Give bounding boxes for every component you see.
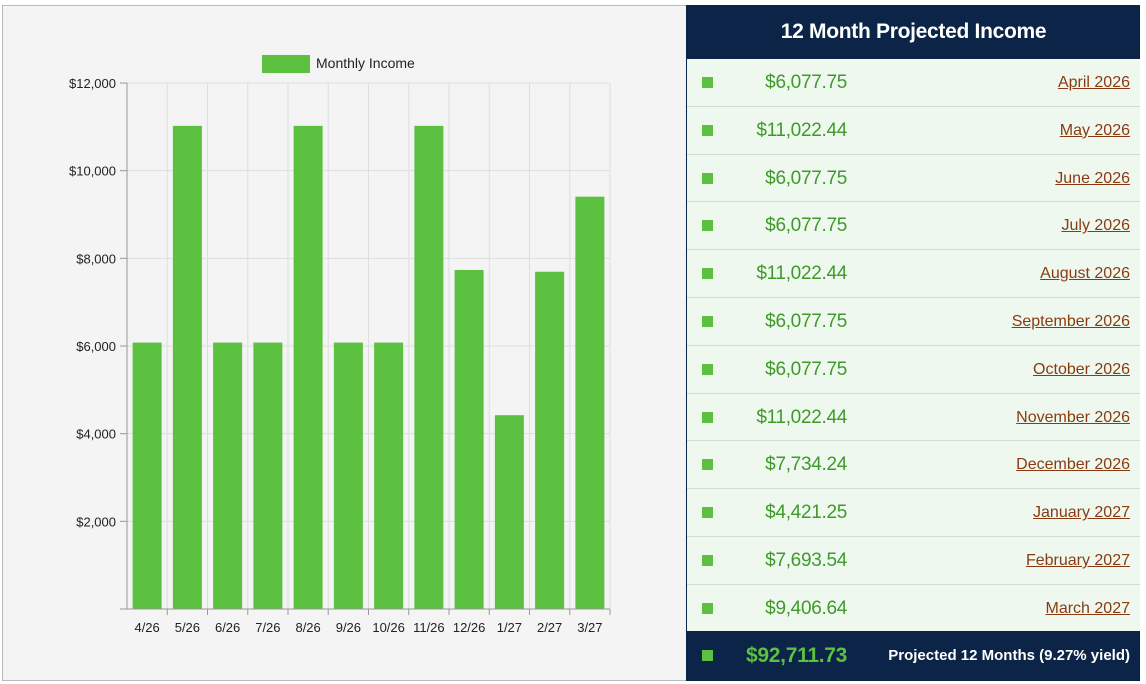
y-tick-label: $2,000	[76, 514, 116, 529]
list-item: $9,406.64 March 2027	[687, 584, 1140, 633]
x-tick-label: 11/26	[413, 620, 445, 635]
x-tick-label: 2/27	[537, 620, 562, 635]
square-icon	[702, 602, 713, 614]
list-item: $4,421.25 January 2027	[687, 489, 1140, 537]
month-link[interactable]: June 2026	[1055, 169, 1130, 187]
bar	[535, 271, 565, 609]
bar	[414, 125, 444, 609]
income-amount: $7,693.54	[765, 549, 847, 571]
x-tick-label: 12/26	[453, 620, 486, 635]
x-tick-label: 3/27	[577, 620, 602, 635]
bar	[374, 342, 404, 609]
month-link[interactable]: January 2027	[1033, 504, 1130, 522]
list-item: $6,077.75 July 2026	[687, 202, 1140, 251]
y-tick-label: $4,000	[76, 427, 116, 442]
bar	[494, 415, 524, 609]
month-link[interactable]: February 2027	[1025, 551, 1130, 569]
total-row: $92,711.73 Projected 12 Months (9.27% yi…	[687, 631, 1140, 681]
square-icon	[702, 268, 713, 280]
y-tick-label: $6,000	[76, 339, 116, 354]
income-amount: $9,406.64	[765, 597, 847, 619]
month-link[interactable]: September 2026	[1011, 312, 1130, 330]
list-item: $6,077.75 October 2026	[687, 345, 1140, 394]
income-amount: $6,077.75	[765, 72, 847, 93]
x-tick-label: 6/26	[215, 620, 240, 635]
month-link[interactable]: December 2026	[1016, 456, 1130, 474]
month-link[interactable]: November 2026	[1016, 408, 1130, 426]
square-icon	[702, 77, 713, 88]
legend-label: Monthly Income	[316, 55, 415, 71]
bar	[213, 342, 243, 609]
bar-chart: $12,000 $10,000 $8,000 $6,000 $4,000 $2,000 4/…	[69, 55, 611, 635]
x-tick-label: 10/26	[372, 620, 405, 635]
legend-swatch	[262, 55, 310, 73]
axes: $12,000 $10,000 $8,000 $6,000 $4,000 $2,000 4/…	[69, 76, 611, 635]
x-tick-label: 4/26	[134, 620, 159, 635]
y-tick-label: $10,000	[69, 164, 116, 179]
month-link[interactable]: July 2026	[1061, 217, 1131, 235]
y-tick-label: $8,000	[76, 251, 116, 266]
bar	[253, 342, 283, 609]
income-amount: $7,734.24	[765, 454, 847, 476]
square-icon	[702, 554, 713, 566]
square-icon	[702, 220, 713, 232]
list-item: $11,022.44 May 2026	[687, 106, 1140, 155]
list-item: $6,077.75 September 2026	[687, 297, 1140, 346]
y-tick-label: $12,000	[69, 76, 116, 91]
bar	[293, 125, 323, 609]
bar	[454, 269, 484, 609]
list-item: $7,693.54 February 2027	[687, 536, 1140, 585]
bar	[575, 196, 605, 610]
square-icon	[702, 363, 713, 375]
income-amount: $6,077.75	[765, 358, 847, 380]
income-amount: $4,421.25	[765, 502, 847, 524]
income-amount: $11,022.44	[756, 263, 847, 285]
square-icon	[702, 124, 713, 136]
income-amount: $6,077.75	[765, 167, 847, 189]
month-link[interactable]: May 2026	[1059, 121, 1130, 139]
square-icon	[702, 459, 713, 471]
square-icon	[702, 411, 713, 423]
bar	[172, 125, 202, 609]
x-tick-label: 7/26	[255, 620, 280, 635]
month-link[interactable]: October 2026	[1033, 360, 1130, 378]
square-icon	[702, 507, 713, 519]
square-icon	[702, 315, 713, 327]
income-list: $6,077.75 April 2026 $11,022.44 May 2026 $6,…	[687, 59, 1140, 633]
list-item: $11,022.44 November 2026	[687, 393, 1140, 442]
bar	[333, 342, 363, 609]
bar	[132, 342, 162, 609]
total-amount: $92,711.73	[746, 644, 847, 667]
month-link[interactable]: April 2026	[1057, 74, 1130, 91]
income-amount: $6,077.75	[765, 215, 847, 237]
list-item: $11,022.44 August 2026	[687, 250, 1140, 298]
total-label: Projected 12 Months (9.27% yield)	[888, 647, 1130, 664]
list-item: $6,077.75 April 2026	[687, 59, 1140, 107]
x-tick-label: 1/27	[497, 620, 522, 635]
legend: Monthly Income	[262, 55, 415, 73]
bars	[132, 125, 605, 610]
panel-title: 12 Month Projected Income	[687, 5, 1140, 59]
grid-lines	[127, 82, 611, 609]
projected-income-panel: 12 Month Projected Income $6,077.75 April…	[686, 5, 1140, 681]
list-item: $7,734.24 December 2026	[687, 441, 1140, 490]
total-square-icon	[702, 650, 713, 661]
month-link[interactable]: March 2027	[1045, 599, 1131, 617]
x-tick-label: 8/26	[295, 620, 320, 635]
month-link[interactable]: August 2026	[1040, 265, 1130, 283]
list-item: $6,077.75 June 2026	[687, 154, 1140, 203]
income-amount: $11,022.44	[756, 119, 847, 141]
square-icon	[702, 172, 713, 184]
x-tick-label: 5/26	[175, 620, 200, 635]
income-amount: $6,077.75	[765, 310, 847, 332]
income-amount: $11,022.44	[756, 406, 847, 428]
x-tick-label: 9/26	[336, 620, 361, 635]
